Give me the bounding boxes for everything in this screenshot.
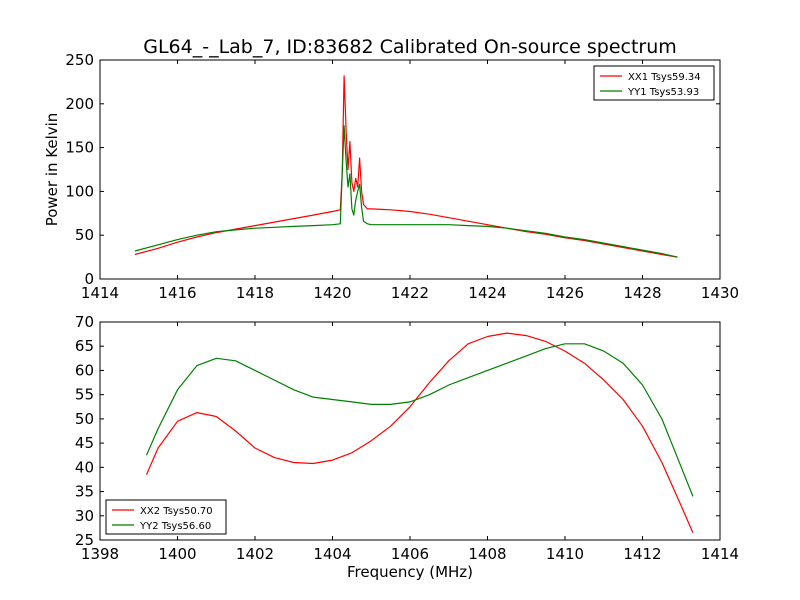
bottom-chart: Frequency (MHz) 1398 1400 1402 1404 1406 1408… <box>75 313 739 581</box>
x-tick-label: 1398 <box>81 545 119 563</box>
y-tick-label: 25 <box>75 531 94 549</box>
x-tick-label: 1416 <box>158 284 196 302</box>
x-tick-label: 1424 <box>468 284 506 302</box>
y-tick-label: 50 <box>75 410 94 428</box>
y-tick-label: 60 <box>75 361 94 379</box>
y-tick-label: 30 <box>75 507 94 525</box>
series-line <box>134 125 678 258</box>
y-tick-label: 65 <box>75 337 94 355</box>
x-tick-label: 1422 <box>391 284 429 302</box>
series-line <box>145 332 694 533</box>
y-tick-label: 150 <box>65 139 94 157</box>
top-chart: Power in Kelvin 1414 1416 1418 1420 1422 1424… <box>43 51 739 302</box>
x-tick-label: 1400 <box>158 545 196 563</box>
figure-title: GL64_-_Lab_7, ID:83682 Calibrated On-sou… <box>143 36 677 58</box>
legend-label: YY1 Tsys53.93 <box>627 87 699 98</box>
y-tick-label: 50 <box>75 226 94 244</box>
legend <box>593 65 715 101</box>
x-tick-label: 1406 <box>391 545 429 563</box>
legend-label: XX1 Tsys59.34 <box>628 72 701 83</box>
series-line <box>134 75 678 258</box>
series-line <box>145 343 694 497</box>
x-tick-label: 1420 <box>313 284 351 302</box>
y-tick-label: 250 <box>65 51 94 69</box>
x-tick-label: 1404 <box>313 545 351 563</box>
x-tick-label: 1412 <box>623 545 661 563</box>
y-tick-label: 45 <box>75 434 94 452</box>
y-tick-label: 55 <box>75 386 94 404</box>
y-tick-label: 40 <box>75 458 94 476</box>
x-tick-label: 1410 <box>546 545 584 563</box>
x-tick-label: 1414 <box>81 284 119 302</box>
legend-label: YY2 Tsys56.60 <box>139 521 211 532</box>
top-ylabel: Power in Kelvin <box>43 113 61 227</box>
y-tick-label: 35 <box>75 483 94 501</box>
y-tick-label: 0 <box>84 270 94 288</box>
y-tick-label: 100 <box>65 182 94 200</box>
bottom-xlabel: Frequency (MHz) <box>347 563 473 581</box>
x-tick-label: 1414 <box>701 545 739 563</box>
x-tick-label: 1408 <box>468 545 506 563</box>
y-tick-label: 200 <box>65 95 94 113</box>
x-tick-label: 1430 <box>701 284 739 302</box>
x-tick-label: 1402 <box>236 545 274 563</box>
legend <box>105 499 227 535</box>
legend-label: XX2 Tsys50.70 <box>140 506 213 517</box>
x-tick-label: 1426 <box>546 284 584 302</box>
y-tick-label: 70 <box>75 313 94 331</box>
x-tick-label: 1418 <box>236 284 274 302</box>
x-tick-label: 1428 <box>623 284 661 302</box>
